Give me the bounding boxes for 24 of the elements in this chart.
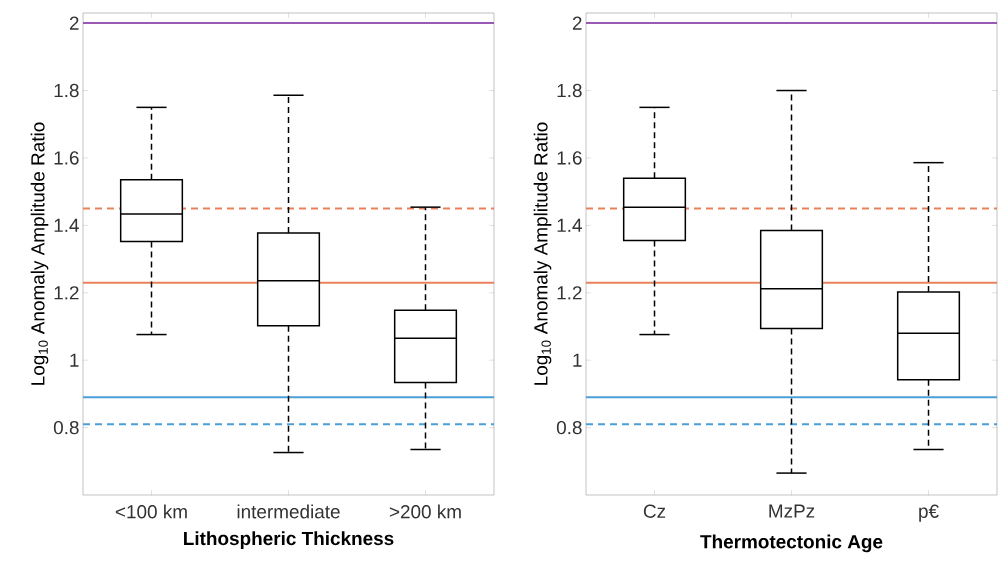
- y-tick-label: 1: [70, 353, 79, 367]
- y-tick-label: 1.2: [557, 286, 582, 300]
- x-tick-label: MzPz: [769, 504, 815, 518]
- x-tick-label: Cz: [643, 504, 666, 518]
- y-tick-label: 1.8: [557, 83, 582, 98]
- y-tick-label: 0.8: [556, 420, 582, 435]
- x-tick-label: <100 km: [115, 504, 187, 519]
- y-tick-label: 1: [573, 353, 582, 367]
- y-tick-label: 1.4: [54, 218, 79, 232]
- y-tick-label: 1.4: [557, 218, 582, 232]
- y-tick-label: 1.2: [54, 286, 79, 300]
- y-tick-label: 2: [572, 16, 582, 30]
- x-tick-label: p€: [919, 504, 939, 522]
- x-axis-title: Thermotectonic Age: [700, 534, 883, 553]
- y-tick-label: 1.8: [54, 83, 79, 98]
- y-axis-title: Log$_{10}$ Anomaly Amplitude Ratio: [533, 122, 552, 385]
- y-axis-title: Log$_{10}$ Anomaly Amplitude Ratio: [30, 122, 49, 385]
- y-tick-label: 0.8: [53, 420, 79, 435]
- x-tick-label: intermediate: [237, 504, 340, 519]
- x-axis-title: Lithospheric Thickness: [184, 531, 394, 549]
- y-tick-label: 1.6: [557, 151, 582, 165]
- x-tick-label: >200 km: [389, 504, 461, 519]
- y-tick-label: 1.6: [54, 151, 79, 165]
- y-tick-label: 2: [69, 16, 79, 30]
